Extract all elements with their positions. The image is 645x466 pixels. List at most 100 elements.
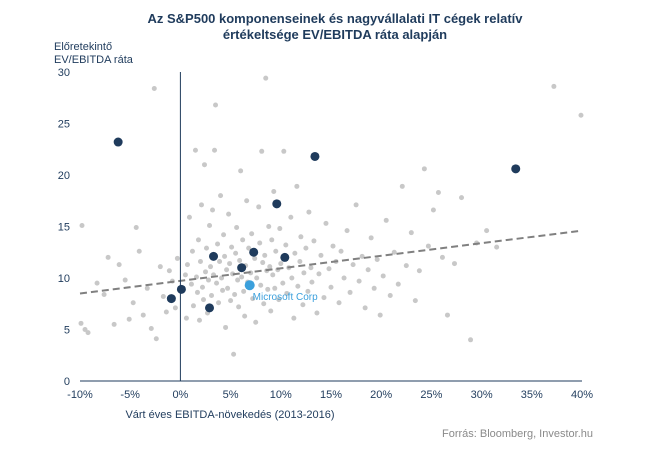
background-point-164 — [395, 281, 401, 287]
background-point-25 — [174, 255, 180, 261]
background-point-39 — [198, 202, 204, 208]
background-point-13 — [136, 248, 142, 254]
background-point-58 — [218, 193, 224, 199]
background-point-69 — [229, 244, 235, 250]
background-point-138 — [318, 252, 324, 258]
background-point-28 — [184, 262, 190, 268]
background-point-151 — [353, 202, 359, 208]
x-tick-label-3: 5% — [223, 389, 239, 401]
background-point-37 — [196, 317, 202, 323]
background-point-84 — [244, 198, 250, 204]
highlight-point-9 — [310, 151, 320, 161]
background-point-165 — [399, 183, 405, 189]
background-point-91 — [253, 319, 259, 325]
y-tick-label-2: 10 — [58, 273, 70, 285]
background-point-162 — [387, 293, 393, 299]
highlight-point-0 — [113, 137, 123, 147]
background-point-18 — [153, 336, 159, 342]
background-point-125 — [295, 283, 301, 289]
background-point-110 — [273, 248, 279, 254]
background-point-81 — [241, 288, 247, 294]
background-point-2 — [82, 327, 88, 332]
background-point-73 — [233, 250, 239, 256]
highlight-point-6 — [249, 247, 259, 257]
background-point-177 — [459, 195, 465, 201]
background-point-129 — [301, 270, 307, 276]
background-point-154 — [362, 305, 368, 311]
background-point-72 — [232, 291, 238, 297]
background-point-150 — [350, 262, 356, 268]
background-point-160 — [380, 273, 386, 279]
highlight-point-10 — [511, 164, 521, 174]
y-tick-label-3: 15 — [58, 222, 70, 234]
background-point-95 — [258, 282, 264, 288]
background-point-112 — [276, 297, 282, 303]
background-point-26 — [182, 272, 188, 278]
background-point-79 — [239, 274, 245, 280]
x-tick-label-2: 0% — [172, 389, 188, 401]
background-point-41 — [200, 297, 206, 303]
background-point-180 — [484, 228, 490, 234]
y-tick-label-0: 0 — [64, 376, 70, 388]
background-point-80 — [240, 237, 246, 243]
background-point-168 — [412, 298, 418, 304]
background-point-114 — [278, 261, 284, 267]
background-point-117 — [283, 242, 289, 248]
background-point-43 — [203, 269, 208, 275]
background-point-156 — [368, 235, 374, 241]
x-tick-label-6: 20% — [370, 389, 392, 401]
background-point-78 — [238, 168, 244, 174]
background-point-143 — [330, 243, 336, 249]
background-point-31 — [189, 248, 195, 254]
highlight-point-3 — [205, 303, 215, 313]
x-axis-label: Várt éves EBITDA-növekedés (2013-2016) — [125, 409, 334, 421]
background-point-56 — [216, 300, 222, 306]
background-point-49 — [209, 293, 215, 299]
background-point-130 — [303, 245, 309, 251]
y-tick-layer: 0 5 10 15 20 25 30 — [58, 67, 70, 388]
background-point-7 — [111, 321, 117, 327]
background-point-120 — [288, 214, 294, 220]
background-point-24 — [172, 305, 178, 311]
background-point-140 — [323, 220, 329, 226]
background-point-76 — [236, 304, 242, 310]
background-point-161 — [383, 217, 389, 223]
background-point-94 — [257, 240, 263, 246]
background-point-4 — [94, 280, 100, 286]
background-point-8 — [116, 262, 122, 268]
background-point-109 — [272, 285, 278, 291]
background-point-157 — [371, 285, 377, 291]
background-point-137 — [316, 271, 322, 277]
background-point-172 — [430, 207, 436, 213]
background-point-52 — [212, 147, 218, 153]
background-point-171 — [425, 243, 431, 249]
background-point-163 — [391, 249, 397, 255]
background-point-62 — [222, 253, 228, 259]
background-point-65 — [225, 285, 231, 291]
background-point-128 — [300, 302, 306, 308]
background-point-75 — [235, 277, 241, 283]
background-point-176 — [451, 261, 457, 267]
x-tick-label-1: -5% — [120, 389, 140, 401]
background-point-118 — [284, 290, 290, 296]
chart-title-line2: értékeltsége EV/EBITDA ráta alapján — [223, 27, 447, 42]
background-point-50 — [210, 207, 216, 213]
background-point-105 — [268, 308, 274, 314]
background-point-90 — [252, 255, 258, 261]
background-point-134 — [309, 279, 315, 285]
background-point-16 — [148, 325, 154, 331]
x-tick-label-8: 30% — [471, 389, 493, 401]
y-tick-label-5: 25 — [58, 119, 70, 131]
background-point-20 — [160, 294, 166, 300]
background-point-146 — [338, 248, 344, 254]
background-point-57 — [217, 259, 223, 265]
background-point-133 — [308, 265, 314, 271]
background-point-182 — [551, 83, 557, 89]
y-axis-label-line2: EV/EBITDA ráta — [54, 54, 134, 66]
background-point-97 — [260, 260, 266, 266]
background-point-158 — [374, 256, 380, 262]
background-point-124 — [294, 183, 300, 189]
background-point-21 — [163, 309, 169, 315]
trend-line — [79, 229, 583, 295]
